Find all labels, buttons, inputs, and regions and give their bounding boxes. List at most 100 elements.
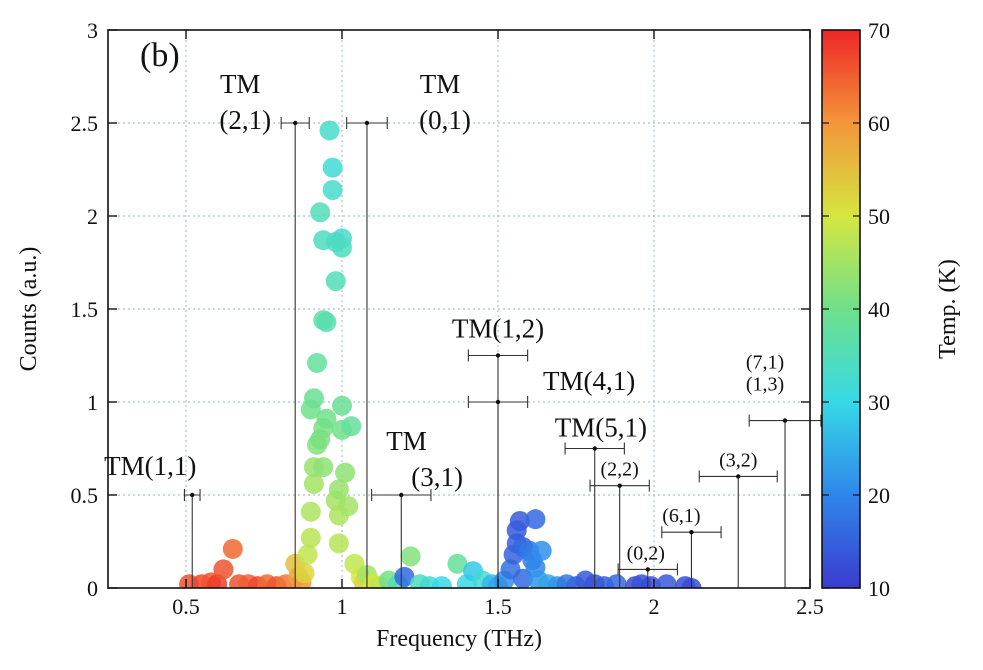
tm-0-1-marker: TM (0,1) [346, 69, 471, 588]
scatter-points [179, 120, 702, 588]
data-point [313, 457, 334, 478]
data-point [640, 576, 661, 588]
mode-label: (0,1) [419, 105, 471, 135]
panel-label: (b) [140, 37, 180, 74]
mode-point [364, 120, 370, 126]
data-point [222, 538, 243, 559]
mode-point [293, 120, 298, 126]
colorbar-tick-label: 30 [868, 390, 890, 415]
mode-label: TM [220, 69, 261, 99]
mode-markers: TM(1,1) TM (2,1) TM (0,1) TM (3,1) TM(1,2) TM(4,… [104, 69, 822, 588]
data-point [400, 546, 421, 567]
colorbar: 10 20 30 40 50 60 70 Temp. (K) [821, 18, 961, 601]
colorbar-tick-label: 20 [868, 483, 890, 508]
y-tick-label: 0 [87, 576, 98, 601]
mode-label: (1,3) [746, 374, 784, 396]
tm-3-1-marker: TM (3,1) [371, 426, 463, 588]
mode-point [592, 446, 597, 451]
mode-point [689, 530, 694, 535]
tm-5-1-marker: TM(5,1) [555, 413, 647, 588]
mode-label: (3,2) [719, 449, 757, 471]
y-axis-label: Counts (a.u.) [16, 247, 42, 372]
data-point [303, 473, 324, 494]
data-point [325, 271, 346, 292]
tm-4-1-marker: TM(4,1) [467, 366, 635, 588]
y-tick-label: 0.5 [71, 483, 99, 508]
x-tick-label: 2 [649, 594, 660, 619]
data-point [307, 352, 328, 373]
data-point [335, 462, 356, 483]
data-point [606, 574, 627, 588]
colorbar-ticks: 10 20 30 40 50 60 70 [822, 18, 890, 601]
mode-label: TM(5,1) [555, 413, 647, 443]
x-tick-label: 2.5 [796, 594, 824, 619]
mode-point [190, 492, 195, 498]
data-point [531, 540, 552, 561]
data-point [525, 509, 546, 530]
data-point [338, 496, 359, 517]
colorbar-tick-label: 10 [868, 576, 890, 601]
x-tick-label: 1.5 [484, 594, 512, 619]
data-point [300, 501, 321, 522]
mode-point [495, 353, 501, 358]
mode-2-2-marker: (2,2) [589, 459, 650, 588]
y-tick-label: 2.5 [71, 111, 99, 136]
colorbar-tick-label: 50 [868, 204, 890, 229]
colorbar-tick-label: 40 [868, 297, 890, 322]
data-point [319, 120, 340, 141]
mode-label: (6,1) [662, 505, 700, 527]
data-point [316, 312, 337, 333]
y-tick-label: 2 [87, 204, 98, 229]
mode-point [782, 418, 788, 423]
mode-point [645, 567, 650, 572]
data-point [322, 179, 343, 200]
axis-ticks: 0.5 1 1.5 2 2.5 0 0.5 1 1.5 2 2.5 3 [71, 18, 824, 619]
data-point [431, 576, 452, 588]
data-point [294, 563, 315, 584]
mode-label: TM(4,1) [543, 366, 635, 396]
mode-7-1-1-3-marker: (7,1)(1,3) [746, 352, 822, 588]
data-point [394, 566, 415, 587]
mode-point [617, 483, 622, 488]
tm-1-1-marker: TM(1,1) [104, 451, 201, 588]
data-point [297, 544, 318, 565]
data-point [328, 479, 349, 500]
data-point [316, 408, 337, 429]
data-point [332, 395, 352, 416]
mode-3-2-marker: (3,2) [698, 449, 778, 588]
data-point [509, 511, 530, 532]
colorbar-label: Temp. (K) [935, 259, 961, 359]
data-point [332, 237, 352, 258]
mode-label: TM(1,1) [104, 451, 196, 481]
tm-2-1-marker: TM (2,1) [219, 69, 310, 588]
data-point [322, 157, 343, 178]
data-point [310, 202, 331, 223]
mode-0-2-marker: (0,2) [617, 542, 678, 588]
data-point [656, 574, 677, 588]
mode-6-1-marker: (6,1) [661, 505, 722, 588]
mode-label: TM(1,2) [452, 314, 544, 344]
mode-point [736, 474, 741, 479]
data-point [447, 553, 468, 574]
mode-label: (3,1) [411, 462, 463, 492]
mode-label: TM [386, 426, 427, 456]
x-axis-label: Frequency (THz) [376, 626, 542, 652]
data-point [341, 416, 362, 437]
mode-point [495, 399, 501, 405]
x-tick-label: 0.5 [172, 594, 200, 619]
data-point [300, 527, 321, 548]
mode-point [399, 492, 404, 498]
mode-label: (0,2) [627, 542, 665, 564]
mode-label: (2,1) [219, 105, 271, 135]
y-tick-label: 1 [87, 390, 98, 415]
y-tick-label: 3 [87, 18, 98, 43]
colorbar-tick-label: 60 [868, 111, 890, 136]
mode-label: (2,2) [601, 459, 639, 481]
colorbar-tick-label: 70 [868, 18, 890, 43]
data-point [328, 533, 349, 554]
data-point [303, 388, 324, 409]
x-tick-label: 1 [337, 594, 348, 619]
data-point [213, 559, 234, 580]
mode-label: (7,1) [746, 352, 784, 374]
